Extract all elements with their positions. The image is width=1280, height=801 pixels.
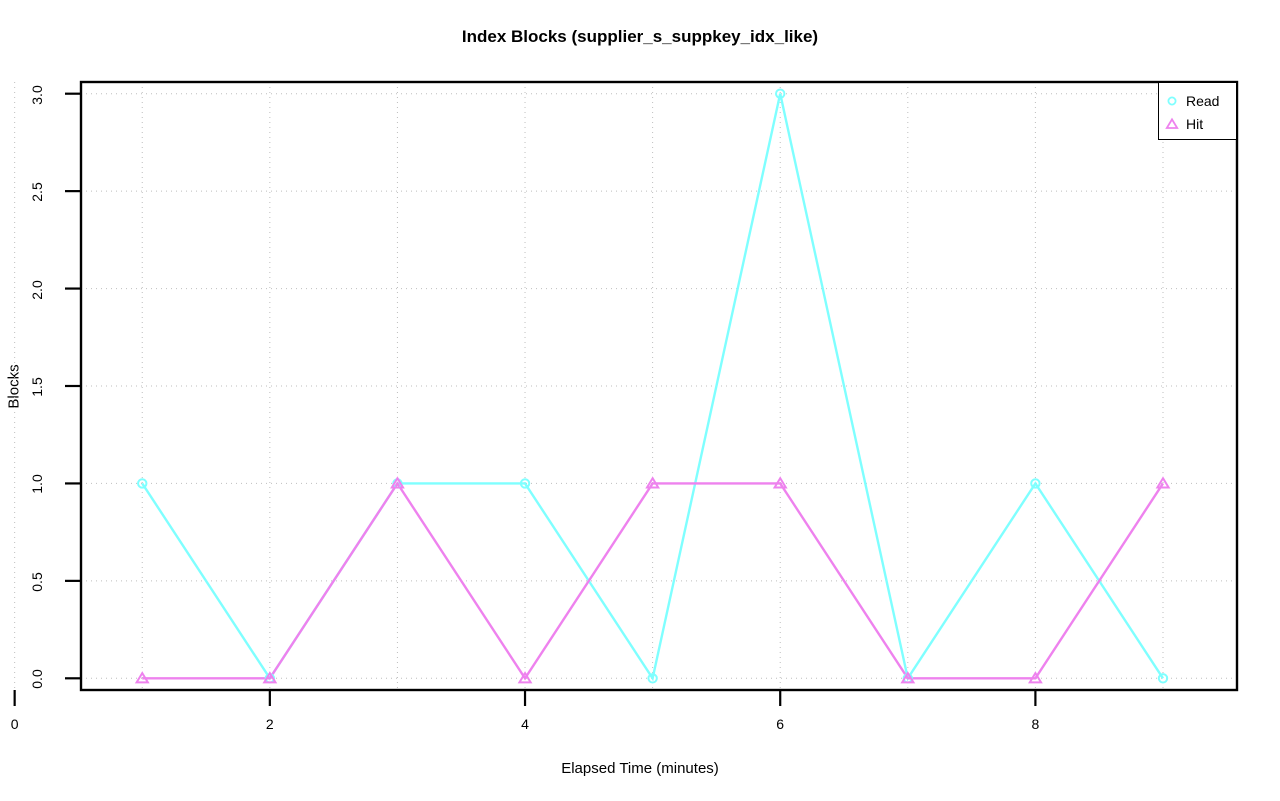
- x-tick-label: 8: [1031, 716, 1040, 732]
- x-tick-label: 2: [265, 716, 274, 732]
- axis-ticks: [13, 92, 1037, 706]
- chart-title: Index Blocks (supplier_s_suppkey_idx_lik…: [461, 27, 819, 46]
- x-tick-label: 0: [10, 716, 19, 732]
- circle-marker-icon: [1167, 96, 1177, 106]
- y-tick-label: 2.5: [29, 182, 45, 202]
- y-tick-label: 2.0: [29, 279, 45, 300]
- y-tick-label: 0.5: [29, 572, 45, 592]
- data-series: [134, 88, 1171, 684]
- legend-item-read[interactable]: Read: [1165, 90, 1219, 112]
- triangle-marker-icon: [1165, 117, 1179, 129]
- y-tick-label: 0.0: [29, 669, 45, 690]
- legend-label: Hit: [1186, 116, 1204, 132]
- legend-item-hit[interactable]: Hit: [1165, 113, 1203, 135]
- y-tick-label: 1.5: [29, 377, 45, 397]
- gridlines: [14, 82, 1237, 690]
- y-tick-label: 1.0: [29, 474, 45, 495]
- chart-legend: Read Hit: [1158, 82, 1237, 140]
- x-axis-label: Elapsed Time (minutes): [561, 760, 719, 777]
- x-tick-label: 4: [521, 716, 529, 732]
- legend-label: Read: [1186, 93, 1220, 109]
- x-tick-label: 6: [776, 716, 785, 732]
- y-tick-label: 3.0: [29, 84, 45, 105]
- axis-lines: [79, 80, 1239, 692]
